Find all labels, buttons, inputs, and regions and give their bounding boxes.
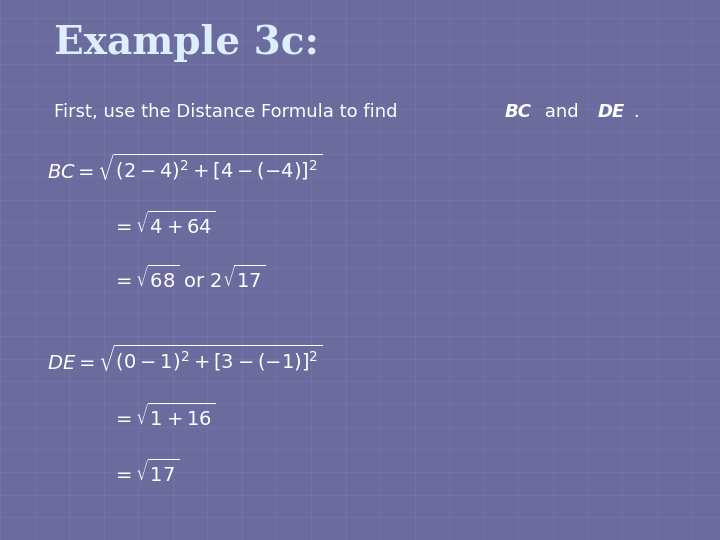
Text: First, use the Distance Formula to find: First, use the Distance Formula to find xyxy=(54,103,403,120)
Text: BC: BC xyxy=(505,103,531,120)
Text: $= \sqrt{4+64}$: $= \sqrt{4+64}$ xyxy=(112,211,215,238)
Text: .: . xyxy=(633,103,639,120)
Text: Example 3c:: Example 3c: xyxy=(54,24,319,62)
Text: DE: DE xyxy=(598,103,625,120)
Text: $= \sqrt{68}\ \mathsf{or}\ 2\sqrt{17}$: $= \sqrt{68}\ \mathsf{or}\ 2\sqrt{17}$ xyxy=(112,265,265,292)
Text: $= \sqrt{1+16}$: $= \sqrt{1+16}$ xyxy=(112,402,215,429)
Text: $DE = \sqrt{(0-1)^{2}+\left[3-(-1)\right]^{2}}$: $DE = \sqrt{(0-1)^{2}+\left[3-(-1)\right… xyxy=(47,343,323,373)
Text: and: and xyxy=(539,103,585,120)
Text: $= \sqrt{17}$: $= \sqrt{17}$ xyxy=(112,459,179,486)
Text: $BC = \sqrt{(2-4)^{2}+\left[4-(-4)\right]^{2}}$: $BC = \sqrt{(2-4)^{2}+\left[4-(-4)\right… xyxy=(47,151,322,181)
